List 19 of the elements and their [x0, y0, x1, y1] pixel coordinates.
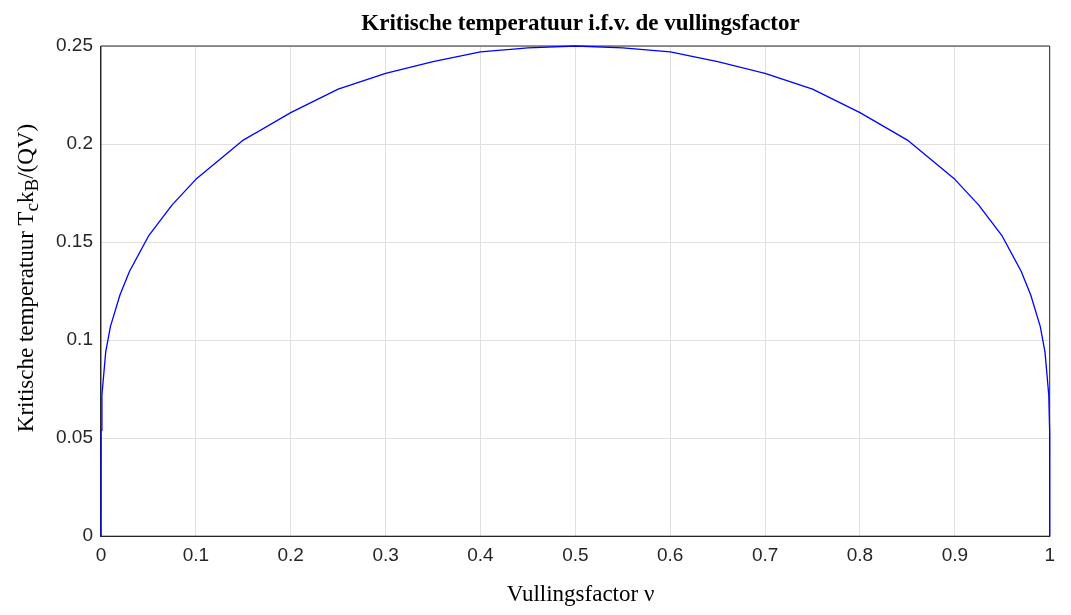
x-tick-label: 0.9	[941, 543, 969, 565]
x-tick-label: 0.2	[277, 543, 304, 565]
x-tick-label: 0.7	[751, 543, 779, 565]
x-tick-label: 0	[95, 543, 107, 565]
chart-title: Kritische temperatuur i.f.v. de vullingsfactor	[360, 10, 801, 36]
y-tick-label: 0.15	[56, 230, 93, 252]
y-tick-label: 0.25	[56, 34, 93, 56]
x-tick-label: 0.5	[562, 543, 589, 565]
y-tick-label: 0.1	[66, 328, 93, 350]
x-tick-label: 1	[1044, 543, 1056, 565]
y-tick-label: 0.05	[56, 426, 93, 448]
x-tick-label: 0.8	[846, 543, 874, 565]
x-tick-label: 0.3	[372, 543, 399, 565]
x-tick-label: 0.1	[182, 543, 210, 565]
x-axis-title: Vullingsfactor ν	[505, 581, 656, 607]
y-tick-label: 0	[82, 524, 93, 546]
x-tick-label: 0.6	[657, 543, 684, 565]
y-tick-label: 0.2	[66, 132, 93, 154]
x-tick-label: 0.4	[467, 543, 495, 565]
